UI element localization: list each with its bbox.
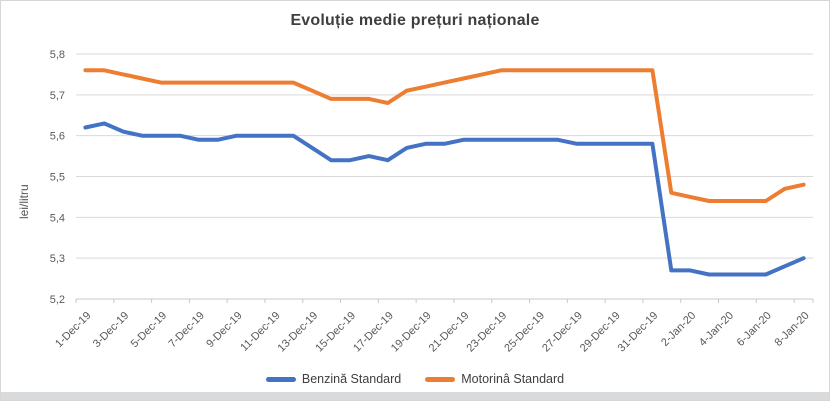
y-tick-label: 5,6	[50, 131, 65, 143]
x-tick-label: 31-Dec-19	[616, 310, 661, 355]
legend-swatch-motorina	[425, 376, 456, 382]
x-tick-label: 23-Dec-19	[465, 310, 510, 355]
legend-label-motorina: Motorinâ Standard	[461, 372, 565, 386]
y-tick-label: 5,3	[50, 253, 65, 265]
y-tick-label: 5,8	[50, 49, 65, 61]
x-tick-label: 2-Jan-20	[659, 310, 698, 349]
x-tick-label: 13-Dec-19	[276, 310, 321, 355]
x-tick-label: 15-Dec-19	[313, 310, 358, 355]
x-tick-label: 21-Dec-19	[427, 310, 472, 355]
x-tick-label: 25-Dec-19	[502, 310, 547, 355]
series-line-0[interactable]	[83, 121, 806, 277]
legend-item-motorina-standard[interactable]: Motorinâ Standard	[425, 372, 564, 386]
x-tick-label: 17-Dec-19	[351, 310, 396, 355]
x-tick-label: 19-Dec-19	[389, 310, 434, 355]
y-tick-label: 5,4	[50, 212, 65, 224]
x-tick-label: 5-Dec-19	[129, 310, 169, 350]
legend-swatch-benzina	[265, 376, 296, 382]
y-tick-label: 5,2	[50, 294, 65, 306]
x-tick-label: 29-Dec-19	[578, 310, 623, 355]
series-line-1[interactable]	[83, 68, 806, 203]
y-tick-label: 5,7	[50, 90, 65, 102]
x-tick-label: 4-Jan-20	[697, 310, 736, 349]
x-tick-label: 3-Dec-19	[91, 310, 131, 350]
x-tick-label: 7-Dec-19	[166, 310, 206, 350]
chart-title: Evoluție medie prețuri naționale	[290, 12, 540, 29]
x-tick-label: 27-Dec-19	[540, 310, 585, 355]
legend-label-benzina: Benzină Standard	[301, 372, 402, 386]
window-edge	[1, 392, 829, 400]
x-tick-label: 8-Jan-20	[772, 310, 811, 349]
y-tick-label: 5,5	[50, 172, 65, 184]
x-tick-label: 1-Dec-19	[53, 310, 93, 350]
x-tick-label: 6-Jan-20	[735, 310, 774, 349]
legend: Benzină Standard Motorinâ Standard	[1, 370, 829, 388]
legend-item-benzina-standard[interactable]: Benzină Standard	[265, 372, 402, 386]
